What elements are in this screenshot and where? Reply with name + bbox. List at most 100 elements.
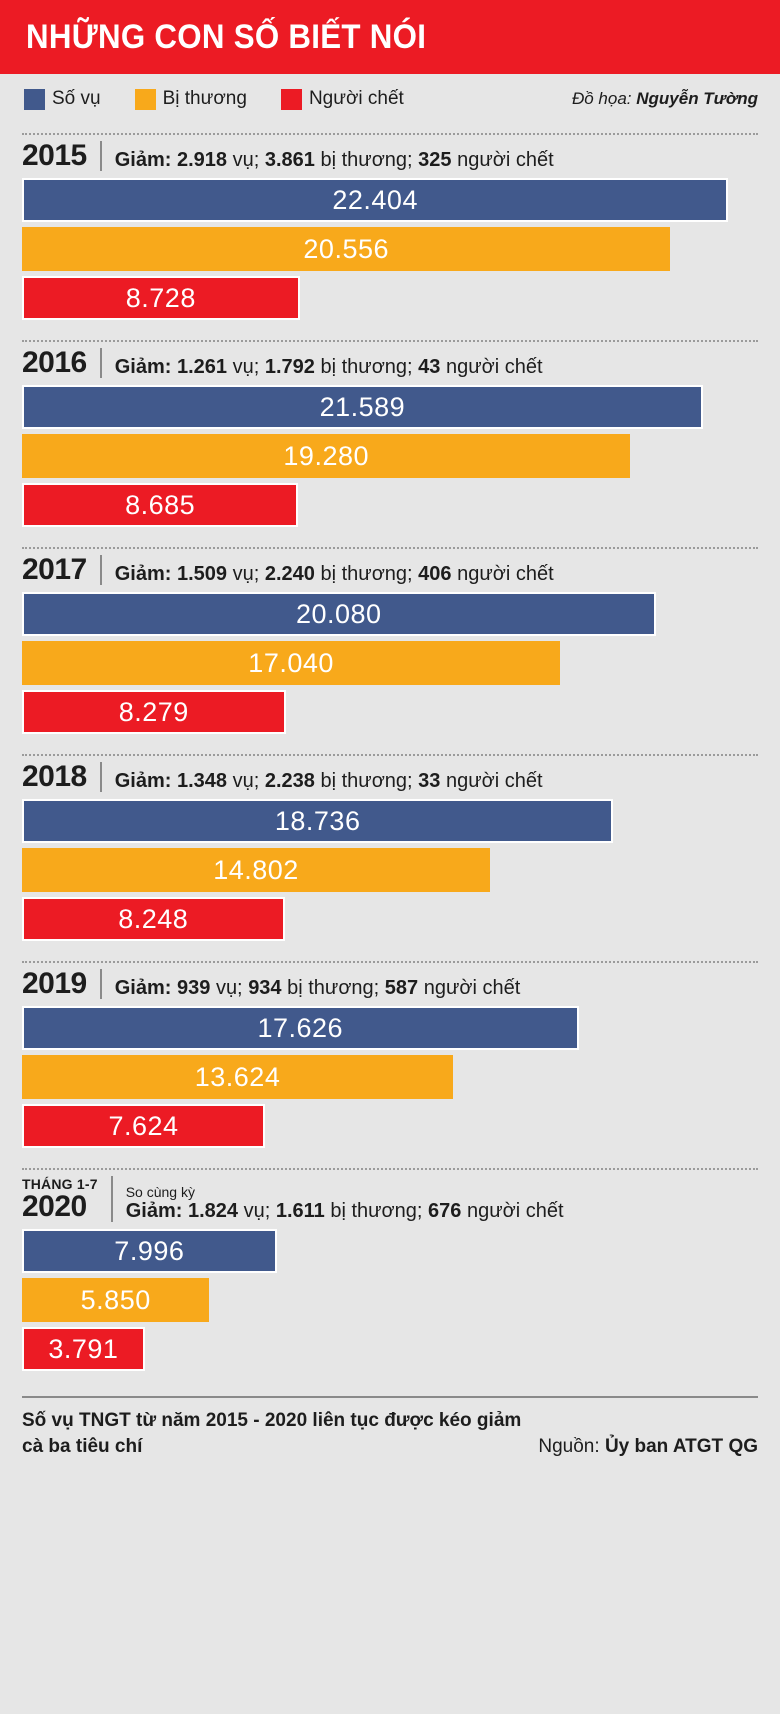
bar-group: 7.996 5.850 3.791 xyxy=(22,1229,758,1378)
block-divider xyxy=(22,133,758,135)
decrease-label: Giảm: xyxy=(114,563,172,585)
block-description-group: Giảm: 2.918 vụ; 3.861 bị thương; 325 ngư… xyxy=(115,149,554,171)
bar-red: 8.685 xyxy=(22,483,299,527)
block-headline: 2016 Giảm: 1.261 vụ; 1.792 bị thương; 43 … xyxy=(22,348,758,385)
bar-value-label: 21.589 xyxy=(319,391,406,422)
legend: Số vụ Bị thương Người chết Đồ họa: Nguyễ… xyxy=(0,74,780,120)
legend-label-so-vu: Số vụ xyxy=(52,88,101,109)
footer-caption-line1: Số vụ TNGT từ năm 2015 - 2020 liên tục đ… xyxy=(22,1410,522,1432)
bar-blue: 21.589 xyxy=(22,385,703,429)
decrease-accidents-value: 1.348 xyxy=(177,770,228,792)
bar-group: 20.080 17.040 8.279 xyxy=(22,592,758,741)
year-label-group: 2016 xyxy=(22,348,102,378)
decrease-label: Giảm: xyxy=(114,149,172,171)
decrease-injured-unit: bị thương; xyxy=(287,977,380,999)
block-divider xyxy=(22,340,758,342)
block-description: Giảm: 1.261 vụ; 1.792 bị thương; 43 ngườ… xyxy=(115,356,543,378)
block-headline: THÁNG 1-7 2020 So cùng kỳ Giảm: 1.824 vụ; 1… xyxy=(22,1176,758,1229)
decrease-injured-value: 934 xyxy=(248,977,282,999)
comparison-note: So cùng kỳ xyxy=(125,1183,195,1200)
decrease-deaths-value: 676 xyxy=(428,1200,462,1223)
footer-caption-line2: cà ba tiêu chí xyxy=(22,1435,143,1457)
bar-value-label: 17.040 xyxy=(248,647,334,678)
bar-value-label: 18.736 xyxy=(274,805,361,836)
block-divider xyxy=(22,547,758,549)
decrease-injured-unit: bị thương; xyxy=(320,356,413,378)
decrease-accidents-value: 2.918 xyxy=(177,149,228,171)
decrease-accidents-unit: vụ; xyxy=(243,1200,271,1223)
year-block: 2016 Giảm: 1.261 vụ; 1.792 bị thương; 43 … xyxy=(0,340,780,534)
decrease-accidents-unit: vụ; xyxy=(215,977,243,999)
decrease-accidents-unit: vụ; xyxy=(232,563,260,585)
block-divider xyxy=(22,754,758,756)
footer-divider xyxy=(22,1396,758,1399)
block-description-group: Giảm: 1.509 vụ; 2.240 bị thương; 406 ngư… xyxy=(115,563,554,585)
bar-value-label: 13.624 xyxy=(194,1061,281,1092)
block-description-group: Giảm: 1.348 vụ; 2.238 bị thương; 33 ngườ… xyxy=(115,770,543,792)
decrease-deaths-value: 587 xyxy=(384,977,419,999)
year-label-group: 2015 xyxy=(22,141,102,171)
year-blocks: 2015 Giảm: 2.918 vụ; 3.861 bị thương; 325… xyxy=(0,133,780,1378)
decrease-injured-unit: bị thương; xyxy=(320,770,413,792)
legend-swatch-icon-bi-thuong xyxy=(134,88,156,110)
decrease-accidents-value: 1.261 xyxy=(177,356,228,378)
bar-orange: 5.850 xyxy=(22,1278,210,1323)
block-divider xyxy=(22,1168,758,1170)
decrease-accidents-unit: vụ; xyxy=(232,770,260,792)
decrease-injured-unit: bị thương; xyxy=(320,563,413,585)
decrease-injured-unit: bị thương; xyxy=(330,1200,423,1223)
decrease-injured-value: 3.861 xyxy=(264,149,315,171)
decrease-label: Giảm: xyxy=(114,770,172,792)
legend-swatch-icon-so-vu xyxy=(24,88,45,110)
year-label: 2015 xyxy=(22,139,87,172)
block-headline: 2017 Giảm: 1.509 vụ; 2.240 bị thương; 406… xyxy=(22,555,758,592)
bar-blue: 18.736 xyxy=(22,799,614,843)
decrease-deaths-value: 33 xyxy=(418,770,441,792)
bar-value-label: 8.248 xyxy=(118,903,189,934)
block-description: Giảm: 2.918 vụ; 3.861 bị thương; 325 ngư… xyxy=(115,149,554,171)
bar-group: 18.736 14.802 8.248 xyxy=(22,799,758,948)
decrease-label: Giảm: xyxy=(114,356,172,378)
bar-value-label: 7.996 xyxy=(114,1235,185,1266)
title-bar: NHỮNG CON SỐ BIẾT NÓI xyxy=(0,0,780,74)
year-block: 2018 Giảm: 1.348 vụ; 2.238 bị thương; 33 … xyxy=(0,754,780,948)
bar-orange: 20.556 xyxy=(22,227,671,271)
bar-group: 17.626 13.624 7.624 xyxy=(22,1006,758,1155)
bar-orange: 13.624 xyxy=(22,1055,454,1099)
credit: Đồ họa: Nguyễn Tường xyxy=(572,89,758,109)
legend-label-nguoi-chet: Người chết xyxy=(308,88,404,109)
year-block: 2015 Giảm: 2.918 vụ; 3.861 bị thương; 325… xyxy=(0,133,780,327)
year-label: 2016 xyxy=(22,346,87,379)
bar-red: 8.248 xyxy=(22,897,285,941)
bar-value-label: 5.850 xyxy=(80,1284,151,1315)
bar-group: 21.589 19.280 8.685 xyxy=(22,385,758,534)
decrease-accidents-value: 1.824 xyxy=(187,1200,239,1223)
bar-value-label: 3.791 xyxy=(48,1333,119,1364)
legend-swatch-icon-nguoi-chet xyxy=(280,88,302,110)
block-description: Giảm: 939 vụ; 934 bị thương; 587 người c… xyxy=(115,977,521,999)
decrease-injured-value: 1.792 xyxy=(264,356,315,378)
year-block: THÁNG 1-7 2020 So cùng kỳ Giảm: 1.824 vụ; 1… xyxy=(0,1168,780,1378)
credit-label: Đồ họa: xyxy=(571,89,632,108)
bar-orange: 17.040 xyxy=(22,641,561,685)
bar-value-label: 22.404 xyxy=(332,184,418,215)
legend-item-so-vu: Số vụ xyxy=(24,88,101,110)
bar-red: 3.791 xyxy=(22,1327,145,1372)
block-headline: 2015 Giảm: 2.918 vụ; 3.861 bị thương; 325… xyxy=(22,141,758,178)
bar-value-label: 14.802 xyxy=(213,854,299,885)
year-label: 2017 xyxy=(22,553,87,586)
bar-value-label: 8.728 xyxy=(125,282,196,313)
decrease-deaths-value: 325 xyxy=(418,149,452,171)
page-title: NHỮNG CON SỐ BIẾT NÓI xyxy=(26,18,427,56)
decrease-deaths-unit: người chết xyxy=(457,149,554,171)
year-label: 2019 xyxy=(22,967,87,1000)
year-label: 2020 xyxy=(22,1190,87,1224)
decrease-accidents-unit: vụ; xyxy=(232,149,260,171)
bar-orange: 14.802 xyxy=(22,848,491,892)
block-headline: 2019 Giảm: 939 vụ; 934 bị thương; 587 ngư… xyxy=(22,969,758,1006)
year-label-group: 2019 xyxy=(22,969,102,999)
block-divider xyxy=(22,961,758,963)
bar-orange: 19.280 xyxy=(22,434,631,478)
bar-red: 7.624 xyxy=(22,1104,265,1148)
